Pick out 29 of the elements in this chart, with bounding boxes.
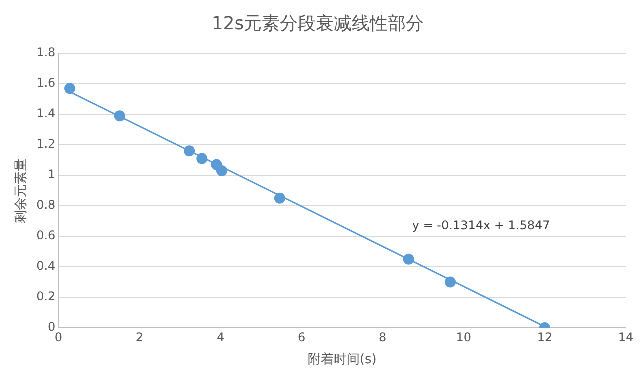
point xyxy=(445,276,456,288)
y-tick-label: 1.8 xyxy=(36,46,56,60)
x-tick-label: 10 xyxy=(456,330,472,344)
x-tick-label: 2 xyxy=(136,330,144,344)
x-tick-label: 14 xyxy=(618,330,634,344)
y-tick-label: 1.4 xyxy=(36,106,56,121)
x-tick-label: 6 xyxy=(298,330,306,344)
chart-title: 12s元素分段衰减线性部分 xyxy=(212,13,424,34)
point xyxy=(64,83,76,94)
x-axis-title: 附着时间(s) xyxy=(308,352,377,368)
point xyxy=(274,192,286,204)
point xyxy=(114,110,126,122)
y-tick-label: 0.2 xyxy=(36,290,56,304)
point xyxy=(216,165,228,176)
point xyxy=(403,254,414,265)
y-tick-label: 0 xyxy=(48,320,56,334)
x-tick-label: 8 xyxy=(379,330,387,344)
y-tick-label: 1 xyxy=(48,168,56,182)
y-tick-label: 1.2 xyxy=(36,137,56,152)
y-tick-label: 0.4 xyxy=(36,259,56,274)
point xyxy=(184,146,196,157)
y-tick-label: 0.8 xyxy=(36,198,56,212)
y-tick-label: 0.6 xyxy=(36,228,56,243)
y-tick-label: 1.6 xyxy=(36,76,56,90)
annotation: y = -0.1314x + 1.5847 xyxy=(412,218,550,233)
x-tick-label: 12 xyxy=(537,330,553,344)
point xyxy=(196,153,208,164)
y-axis-title: 剩余元素量 xyxy=(14,158,30,224)
x-tick-label: 4 xyxy=(216,330,225,344)
